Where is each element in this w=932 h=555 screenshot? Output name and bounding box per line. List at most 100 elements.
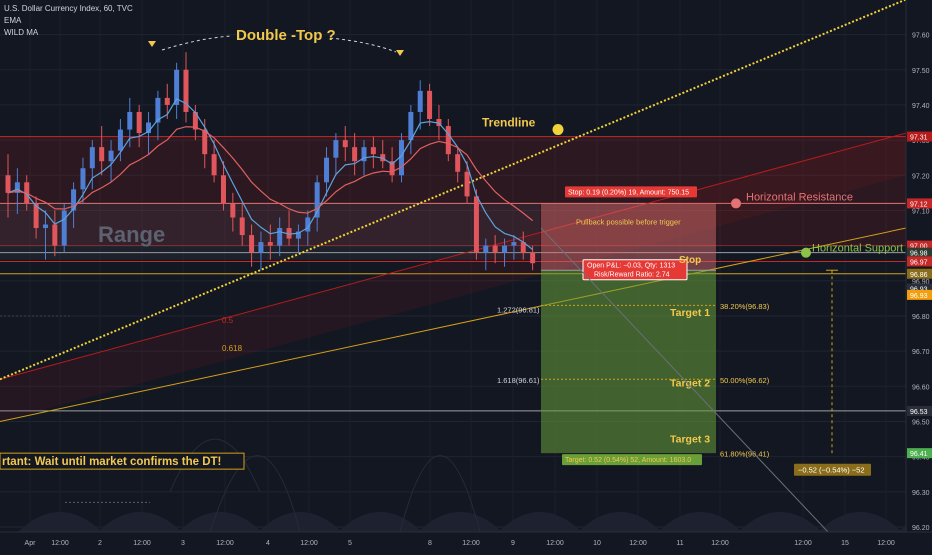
oscillator-wave	[658, 511, 742, 532]
candle-body	[352, 147, 358, 162]
candle-body	[155, 97, 161, 123]
candle-body	[314, 182, 320, 218]
fib-fan-line	[0, 227, 907, 422]
time-axis	[0, 532, 932, 550]
resistance-anchor	[731, 198, 741, 209]
time-tick: Apr	[25, 540, 37, 547]
price-tag-text: 96.86	[910, 272, 928, 279]
price-tick: 96.90	[912, 279, 930, 286]
candle-body	[192, 111, 198, 130]
indicator-ema[interactable]: EMA	[4, 16, 22, 25]
time-tick: 10	[593, 540, 601, 547]
candle-body	[408, 111, 414, 141]
candle-body	[249, 235, 255, 253]
candle-body	[211, 154, 217, 176]
target-box	[562, 454, 702, 466]
candle-body	[502, 245, 508, 253]
time-tick: 12:00	[711, 540, 729, 547]
trendline-label: Trendline	[482, 116, 536, 130]
candle-body	[464, 171, 470, 197]
candle-body	[445, 126, 451, 155]
price-tag	[907, 247, 932, 258]
price-tag	[907, 448, 932, 459]
candle-body	[520, 242, 526, 253]
candle-body	[202, 129, 208, 155]
candle-body	[117, 129, 123, 151]
candle-body	[136, 111, 142, 134]
support-anchor	[801, 247, 811, 258]
oscillator-wave	[578, 511, 662, 532]
price-tick: 96.80	[912, 314, 930, 321]
candle-body	[295, 231, 301, 239]
oscillator-curve	[169, 438, 481, 533]
candle-body	[52, 224, 58, 246]
price-tick: 96.60	[912, 384, 930, 391]
time-tick: 9	[511, 540, 515, 547]
target-box-text: Target: 0.52 (0.54%) 52, Amount: 1603.0	[565, 457, 691, 464]
price-tag	[907, 268, 932, 279]
price-tick: 97.20	[912, 173, 930, 180]
oscillator-wave	[18, 511, 102, 532]
candle-body	[230, 203, 236, 218]
target-zone	[541, 270, 716, 454]
price-tag	[907, 240, 932, 251]
oscillator-wave	[178, 511, 262, 532]
candle-body	[220, 175, 226, 204]
candle-body	[361, 147, 367, 162]
ema-line	[7, 98, 534, 250]
candle-body	[492, 245, 498, 253]
fib-extension-label: 1.272(96.81)	[497, 305, 540, 314]
candle-body	[455, 154, 461, 172]
candle-body	[277, 228, 283, 246]
symbol-title[interactable]: U.S. Dollar Currency Index, 60, TVC	[4, 4, 133, 13]
price-tag	[907, 283, 932, 294]
candle-body	[33, 203, 39, 229]
candle-body	[5, 175, 11, 193]
projection-line	[540, 227, 831, 535]
resistance-zone	[0, 136, 906, 246]
time-tick: 12:00	[794, 540, 812, 547]
indicator-wild-ma[interactable]: WILD MA	[4, 28, 39, 37]
candle-body	[389, 161, 395, 176]
fib-retracement-label: 38.20%(96.83)	[720, 302, 770, 311]
fib-fan-fill	[0, 133, 906, 422]
price-tick: 96.30	[912, 490, 930, 497]
price-tag-text: 96.41	[910, 451, 928, 458]
stop-box	[565, 186, 697, 198]
fib-extension-label: 1.618(96.61)	[497, 376, 540, 385]
fib-left-label: 0.618	[222, 344, 243, 353]
candle-body	[417, 90, 423, 112]
price-tick: 97.50	[912, 68, 930, 75]
time-tick: 12:00	[300, 540, 318, 547]
price-tick: 96.70	[912, 349, 930, 356]
time-tick: 3	[181, 540, 185, 547]
oscillator-wave	[818, 511, 902, 532]
candle-body	[333, 140, 339, 158]
price-tag-text: 96.97	[910, 259, 928, 266]
time-tick: 12:00	[216, 540, 234, 547]
candle-body	[398, 140, 404, 176]
candle-body	[71, 189, 77, 211]
candle-body	[258, 242, 264, 253]
oscillator-wave	[498, 511, 582, 532]
open-pnl-text: Open P&L: −0.03, Qty: 1313	[587, 263, 675, 270]
time-tick: 15	[841, 540, 849, 547]
candle-body	[370, 147, 376, 155]
measure-label: −0.52 (−0.54%) −52	[798, 466, 865, 475]
risk-reward-text: Risk/Reward Ratio: 2.74	[594, 272, 670, 279]
range-label: Range	[98, 222, 165, 247]
time-tick: 11	[676, 540, 683, 547]
candle-body	[436, 119, 442, 127]
pnl-box	[582, 259, 688, 281]
candle-body	[511, 242, 517, 246]
candle-body	[483, 245, 489, 253]
candle-body	[42, 224, 48, 229]
target-label: Target 3	[670, 434, 710, 446]
target-label: Target 2	[670, 377, 710, 389]
wild-ma-line	[7, 126, 534, 222]
double-top-marker	[148, 41, 156, 47]
oscillator-wave	[738, 511, 822, 532]
candle-body	[183, 69, 189, 112]
